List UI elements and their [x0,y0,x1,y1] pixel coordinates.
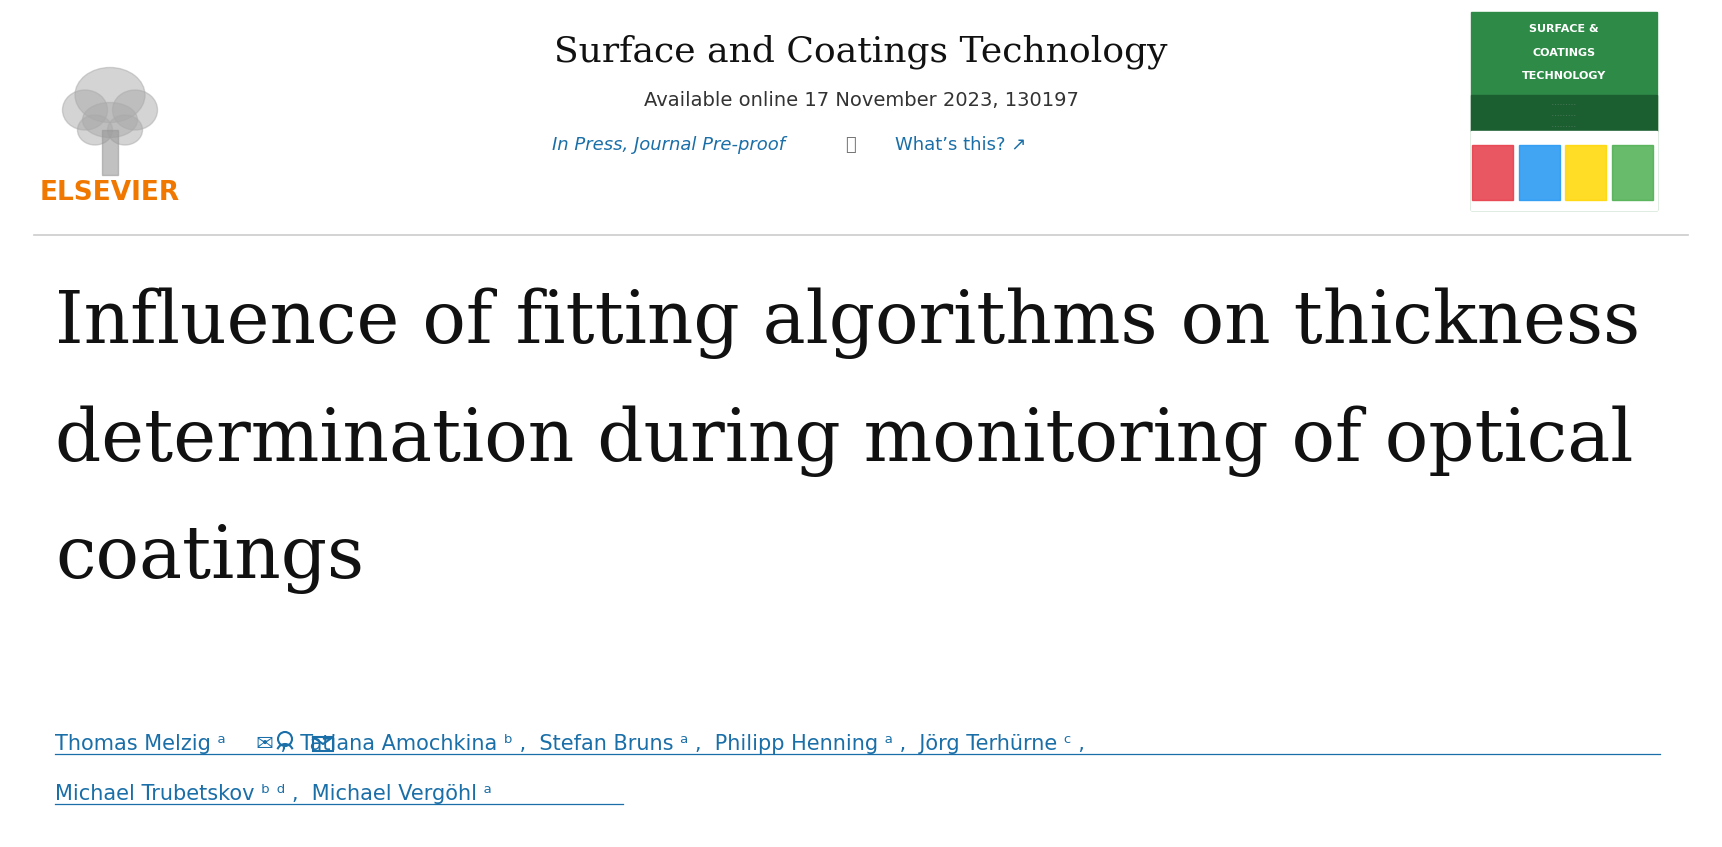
Text: SURFACE &: SURFACE & [1529,24,1598,34]
Ellipse shape [112,90,157,130]
Text: COATINGS: COATINGS [1533,47,1595,58]
Text: Thomas Melzig ᵃ     ✉ ,  Tatiana Amochkina ᵇ ,  Stefan Bruns ᵃ ,  Philipp Hennin: Thomas Melzig ᵃ ✉ , Tatiana Amochkina ᵇ … [55,734,1085,754]
Bar [1471,95,1657,130]
Text: What’s this? ↗: What’s this? ↗ [895,136,1026,154]
Text: In Press, Journal Pre-proof: In Press, Journal Pre-proof [551,136,785,154]
Bar [1472,145,1514,200]
Bar [1565,145,1607,200]
Ellipse shape [77,115,112,145]
Text: Surface and Coatings Technology: Surface and Coatings Technology [554,35,1168,69]
Ellipse shape [76,68,145,123]
Bar [1612,145,1653,200]
Text: Michael Trubetskov ᵇ ᵈ ,  Michael Vergöhl ᵃ: Michael Trubetskov ᵇ ᵈ , Michael Vergöhl… [55,784,492,804]
Text: coatings: coatings [55,523,363,595]
Text: ELSEVIER: ELSEVIER [40,180,181,206]
Text: Available online 17 November 2023, 130197: Available online 17 November 2023, 13019… [644,91,1078,109]
Text: ⓘ: ⓘ [846,136,856,154]
Text: - - - - - - - - -: - - - - - - - - - [1552,113,1576,117]
Text: TECHNOLOGY: TECHNOLOGY [1522,71,1605,81]
Bar [313,737,332,751]
Ellipse shape [107,115,143,145]
Ellipse shape [83,102,138,137]
Bar [1471,130,1657,210]
Bar [1471,12,1657,210]
Text: - - - - - - - - -: - - - - - - - - - [1552,102,1576,106]
Bar [102,130,119,175]
Text: Influence of fitting algorithms on thickness: Influence of fitting algorithms on thick… [55,287,1641,359]
Bar [1519,145,1560,200]
Ellipse shape [62,90,107,130]
Text: - - - - - - - - -: - - - - - - - - - [1552,124,1576,128]
Text: determination during monitoring of optical: determination during monitoring of optic… [55,405,1634,477]
